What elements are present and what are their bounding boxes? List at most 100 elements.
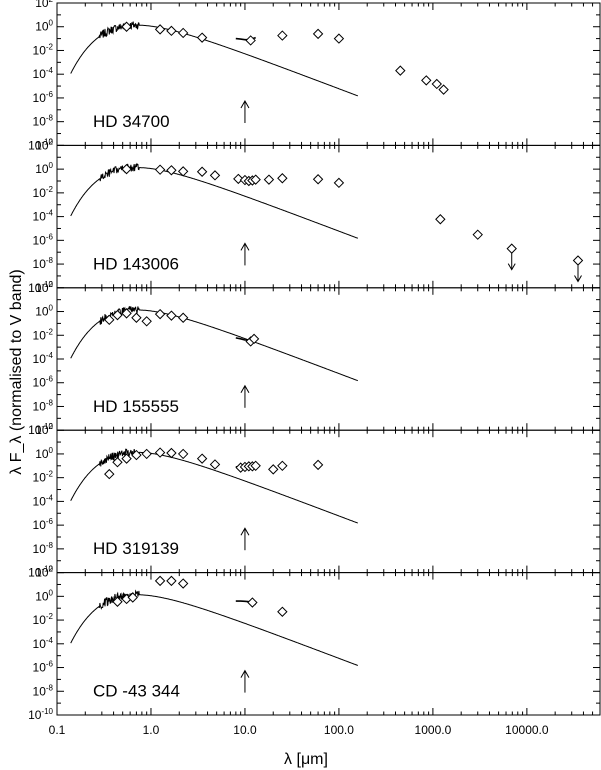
y-tick-label: 10-8 [33, 398, 54, 413]
photometry-point [196, 453, 208, 464]
y-tick-label: 102 [35, 137, 53, 152]
photometry-point [166, 310, 177, 321]
photometry-point [166, 165, 177, 176]
photometry-point [245, 35, 256, 46]
photometry-point [166, 575, 177, 587]
y-tick-label: 10-4 [33, 209, 54, 224]
y-tick-label: 100 [35, 19, 53, 34]
x-axis: 0.1 1.0 10.0 100.0 1000.0 10000.0 [49, 723, 549, 737]
photometry-point [154, 164, 166, 175]
model-photosphere-line [70, 305, 359, 382]
sed-panel: 102 100 10-2 10-4 10-6 10-8 10-10 CD -43 344 [28, 565, 601, 722]
y-tick-label: 10-6 [33, 232, 54, 247]
photometry-point [250, 460, 261, 472]
photometry-point [277, 606, 288, 617]
photometry-point [154, 24, 166, 35]
y-tick-label: 100 [35, 446, 53, 461]
y-tick-label: 10-4 [33, 66, 54, 81]
y-tick-label: 10-6 [33, 90, 54, 105]
sed-panel: 102 100 10-2 10-4 10-6 10-8 10-10 HD 143006 [28, 137, 601, 295]
y-tick-label: 10-10 [28, 422, 53, 437]
y-tick-label: 10-2 [33, 612, 54, 627]
y-tick-label: 10-2 [33, 185, 54, 200]
photometry-point [177, 448, 189, 460]
photometry-point [233, 173, 244, 185]
y-tick-label: 10-2 [33, 327, 54, 342]
upper-limit-point [572, 255, 584, 266]
wavelength-marker-arrowhead [240, 99, 250, 109]
y-tick-label: 102 [35, 422, 53, 437]
x-tick-label: 0.1 [49, 723, 66, 737]
y-tick-label: 100 [35, 588, 53, 603]
model-photosphere-line [70, 162, 359, 239]
y-tick-label: 10-10 [28, 137, 53, 152]
photometry-point [248, 333, 260, 345]
photometry-point [277, 460, 288, 472]
y-tick-label: 102 [35, 565, 53, 580]
photometry-point [127, 592, 138, 603]
photometry-point [121, 163, 132, 175]
photometry-point [131, 449, 142, 461]
photometry-point [247, 597, 258, 608]
photometry-point [333, 33, 345, 44]
photometry-point [121, 453, 132, 464]
star-label: HD 155555 [93, 397, 179, 416]
photometry-point [112, 457, 123, 468]
photometry-point [277, 173, 288, 184]
y-axis-title: λ F_λ (normalised to V band) [8, 269, 25, 474]
photometry-point [277, 30, 288, 41]
photometry-point [435, 214, 446, 225]
photometry-point [263, 174, 275, 185]
photometry-point [196, 32, 208, 43]
star-label: HD 34700 [93, 112, 170, 131]
photometry-point [209, 459, 221, 470]
y-tick-label: 10-4 [33, 493, 54, 508]
upper-limit-arrowhead [507, 263, 516, 271]
photometry-point [154, 575, 166, 587]
y-tick-label: 10-8 [33, 114, 54, 129]
sed-panel: 102 100 10-2 10-4 10-6 10-8 10-10 HD 34700 [28, 0, 601, 152]
y-tick-label: 102 [35, 280, 53, 295]
y-tick-label: 10-6 [33, 375, 54, 390]
photometry-point [312, 28, 324, 40]
y-tick-label: 10-8 [33, 541, 54, 556]
star-label: HD 143006 [93, 254, 179, 273]
y-tick-label: 100 [35, 304, 53, 319]
photometry-point [250, 174, 261, 185]
y-tick-label: 10-10 [28, 565, 53, 580]
photometry-point [141, 316, 152, 327]
star-label: HD 319139 [93, 539, 179, 558]
photometry-point [166, 447, 177, 459]
photometry-point [166, 25, 177, 37]
photometry-point [177, 312, 189, 323]
photometry-point [154, 308, 166, 320]
photometry-point [196, 166, 208, 177]
photometry-point [312, 174, 324, 185]
y-tick-label: 10-8 [33, 256, 54, 271]
y-tick-label: 10-10 [28, 707, 53, 722]
y-tick-label: 100 [35, 161, 53, 176]
y-tick-label: 10-8 [33, 683, 54, 698]
photometry-point [268, 464, 279, 475]
star-label: CD -43 344 [93, 682, 180, 701]
model-photosphere-line [70, 589, 359, 666]
photometry-point [177, 166, 189, 177]
y-tick-label: 10-4 [33, 636, 54, 651]
model-photosphere-line [70, 448, 359, 524]
upper-limit-arrowhead [574, 275, 582, 283]
wavelength-marker-arrowhead [240, 242, 250, 251]
photometry-point [112, 309, 123, 321]
photometry-point [121, 308, 132, 319]
photometry-point [421, 75, 432, 86]
y-tick-label: 10-10 [28, 280, 53, 295]
wavelength-marker-arrowhead [240, 384, 250, 394]
wavelength-marker-arrowhead [240, 527, 250, 536]
y-tick-label: 10-2 [33, 42, 54, 57]
y-tick-label: 10-6 [33, 517, 54, 532]
upper-limit-point [506, 243, 517, 254]
wavelength-marker-arrowhead [240, 669, 250, 678]
photometry-point [121, 21, 132, 32]
photometry-point [104, 468, 115, 480]
y-tick-label: 10-2 [33, 470, 54, 485]
